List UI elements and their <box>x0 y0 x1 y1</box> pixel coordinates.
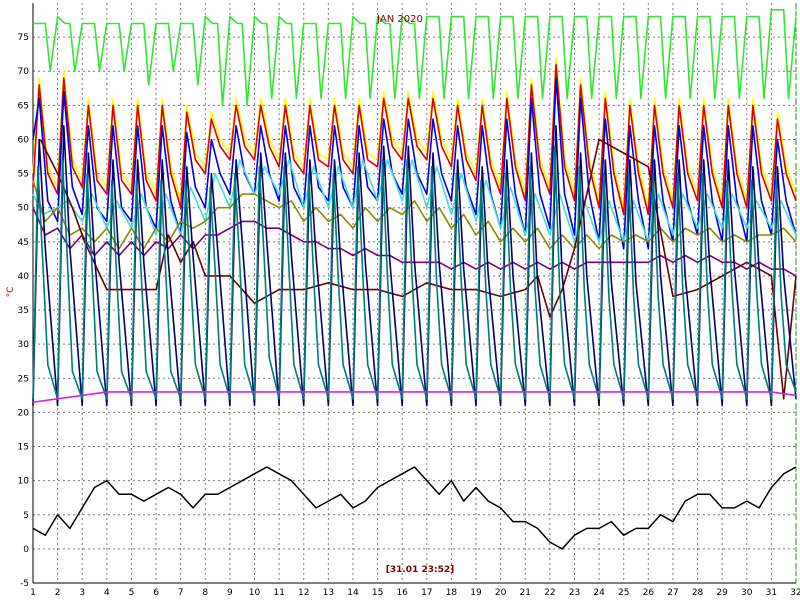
series-line-black <box>32 466 797 550</box>
y-tick-label: 60 <box>18 135 30 145</box>
series-line-teal <box>32 145 797 400</box>
series-line-bright_green <box>33 9 797 107</box>
y-tick-label: -5 <box>20 579 29 589</box>
timestamp-label: [31.01 23:52] <box>386 565 454 575</box>
x-tick-label: 30 <box>741 588 753 598</box>
x-tick-label: 21 <box>520 588 531 598</box>
y-axis-label: °C <box>6 287 16 298</box>
x-tick-label: 5 <box>129 588 135 598</box>
x-tick-label: 3 <box>79 588 85 598</box>
series-lines <box>32 9 797 550</box>
y-tick-label: 15 <box>18 443 29 453</box>
y-tick-label: 5 <box>23 511 29 521</box>
y-tick-label: 70 <box>18 67 30 77</box>
x-tick-label: 1 <box>30 588 36 598</box>
y-tick-label: 20 <box>18 408 30 418</box>
x-tick-label: 14 <box>347 588 359 598</box>
x-tick-label: 31 <box>766 588 777 598</box>
x-tick-label: 20 <box>495 588 507 598</box>
x-tick-label: 16 <box>396 588 408 598</box>
y-tick-label: 45 <box>18 238 29 248</box>
y-tick-label: 40 <box>18 272 30 282</box>
y-tick-label: 25 <box>18 374 29 384</box>
axes <box>32 3 797 584</box>
x-tick-label: 13 <box>323 588 334 598</box>
series-line-magenta <box>32 391 797 403</box>
y-tick-labels: -5 0 5 10 15 20 25 30 35 40 45 50 55 60 65 70 75 <box>18 33 30 589</box>
y-tick-label: 75 <box>18 33 29 43</box>
y-tick-label: 65 <box>18 101 29 111</box>
x-tick-label: 8 <box>202 588 208 598</box>
y-tick-label: 30 <box>18 340 30 350</box>
x-tick-label: 27 <box>667 588 678 598</box>
x-tick-label: 9 <box>227 588 233 598</box>
x-tick-label: 6 <box>153 588 159 598</box>
x-tick-label: 19 <box>470 588 482 598</box>
x-tick-label: 22 <box>544 588 555 598</box>
x-tick-label: 15 <box>372 588 383 598</box>
x-tick-label: 24 <box>593 588 605 598</box>
y-tick-label: 35 <box>18 306 29 316</box>
x-tick-label: 28 <box>692 588 704 598</box>
x-tick-label: 26 <box>643 588 655 598</box>
chart-title: JAN 2020 <box>376 14 423 25</box>
y-tick-label: 0 <box>23 545 29 555</box>
x-tick-label: 18 <box>446 588 458 598</box>
y-tick-label: 55 <box>18 170 29 180</box>
x-tick-label: 23 <box>569 588 580 598</box>
x-tick-label: 7 <box>178 588 184 598</box>
x-tick-label: 32 <box>790 588 800 598</box>
series-line-red <box>32 63 797 216</box>
x-tick-label: 29 <box>716 588 728 598</box>
y-tick-label: 10 <box>18 477 30 487</box>
x-tick-label: 4 <box>104 588 110 598</box>
x-tick-label: 11 <box>273 588 284 598</box>
x-tick-label: 25 <box>618 588 629 598</box>
x-tick-labels: 1 2 3 4 5 6 7 8 9 10 11 12 13 14 15 16 17 18 19 20 21 22 23 24 2… <box>30 588 800 598</box>
x-tick-label: 2 <box>55 588 61 598</box>
y-tick-label: 50 <box>18 204 30 214</box>
x-tick-label: 12 <box>298 588 309 598</box>
x-tick-label: 10 <box>249 588 261 598</box>
x-tick-label: 17 <box>421 588 432 598</box>
